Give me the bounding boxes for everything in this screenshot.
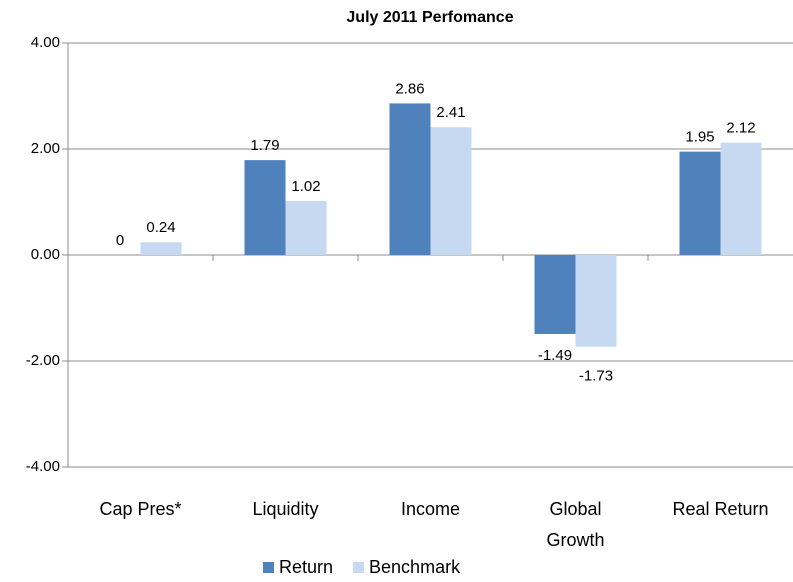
bar: [389, 103, 431, 255]
x-tick-label: Real Return: [672, 499, 769, 519]
y-tick-label: -2.00: [26, 352, 60, 369]
data-label: 1.95: [685, 129, 714, 146]
bar: [244, 160, 286, 255]
y-tick-label: 0.00: [31, 246, 60, 263]
x-tick-label: Liquidity: [252, 499, 319, 519]
x-tick-label: Income: [400, 499, 461, 519]
bar: [285, 200, 327, 255]
data-label: 2.86: [395, 80, 424, 97]
bar: [720, 142, 762, 255]
bar: [534, 255, 576, 334]
y-tick-label: 4.00: [31, 34, 60, 51]
bar: [575, 255, 617, 347]
data-label: 1.02: [291, 178, 320, 195]
legend-swatch: [263, 562, 274, 573]
data-label: 2.12: [726, 120, 755, 137]
bar: [679, 151, 721, 255]
data-label: -1.49: [538, 347, 572, 364]
y-tick-label: -4.00: [26, 458, 60, 475]
legend-label: Benchmark: [369, 557, 461, 577]
legend-swatch: [353, 562, 365, 573]
data-label: 1.79: [250, 137, 279, 154]
data-label: 2.41: [436, 104, 465, 121]
legend-label: Return: [279, 557, 333, 577]
x-tick-label: Global Growth: [546, 499, 605, 550]
y-tick-label: 2.00: [31, 140, 60, 157]
bar: [430, 127, 472, 255]
x-tick-label: Cap Pres*: [99, 499, 182, 519]
data-label: 0: [116, 232, 124, 249]
data-label: 0.24: [146, 219, 175, 236]
chart-title: July 2011 Perfomance: [346, 9, 513, 26]
data-label: -1.73: [579, 368, 613, 385]
bar: [140, 242, 182, 255]
